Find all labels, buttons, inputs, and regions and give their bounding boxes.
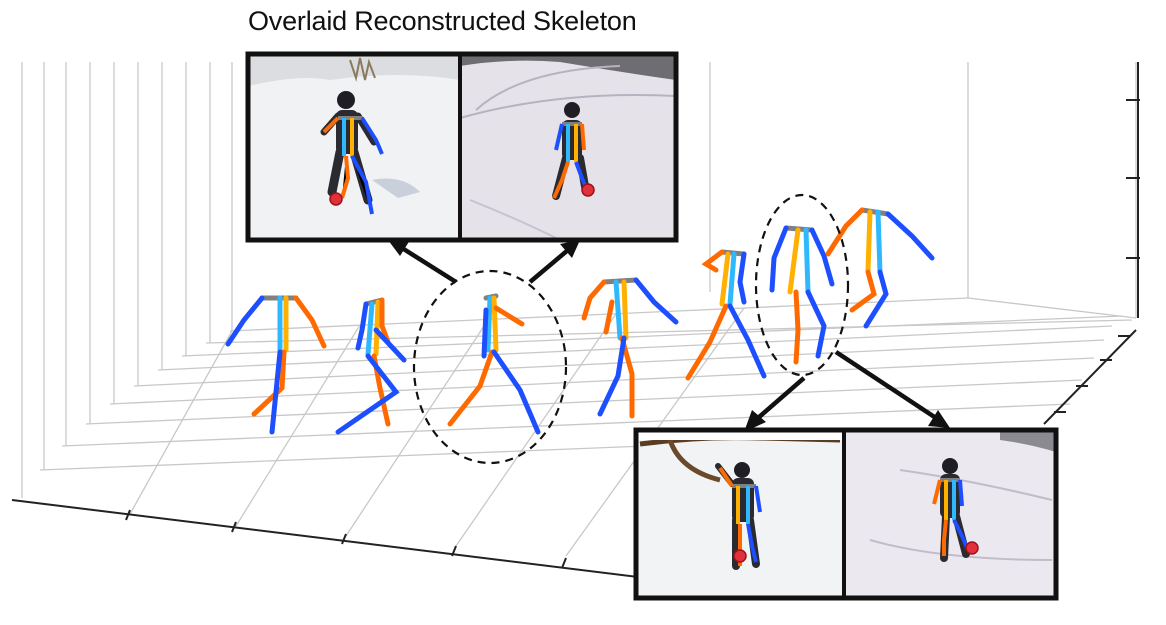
skeleton-pose-3	[447, 293, 541, 435]
arrow-icon	[400, 246, 458, 284]
skeleton-pose-2	[335, 297, 407, 435]
skeleton-pose-5	[685, 249, 767, 381]
arrow-icon	[834, 350, 938, 420]
skeleton-pose-1	[225, 295, 327, 435]
photo-panel-bottom-left	[636, 430, 844, 598]
grid-line	[181, 315, 1123, 357]
grid-line	[129, 330, 233, 515]
pointer-arrows	[388, 240, 950, 432]
foot-contact-marker-icon	[965, 541, 979, 555]
grid-line	[345, 319, 489, 537]
tick	[231, 521, 237, 533]
dashed-ellipse-icon	[412, 269, 568, 465]
tick	[125, 509, 131, 521]
photo-panel-top-left	[248, 54, 460, 240]
arrow-icon	[528, 248, 570, 284]
dashed-ellipse-icon	[754, 193, 850, 377]
grid-line	[229, 297, 969, 332]
foot-contact-marker-icon	[733, 549, 747, 563]
tick	[451, 545, 457, 557]
tick	[561, 557, 567, 569]
skeleton-pose-4	[581, 277, 679, 419]
foot-contact-marker-icon	[581, 183, 595, 197]
grid-line	[967, 297, 1137, 319]
photo-panel-top-right	[459, 54, 677, 241]
arrow-icon	[756, 376, 806, 420]
figure-caption: Overlaid Reconstructed Skeleton	[248, 6, 637, 36]
foot-contact-marker-icon	[329, 192, 343, 206]
photo-panel-bottom-right	[844, 430, 1056, 598]
grid-line	[85, 379, 1083, 425]
tick	[341, 533, 347, 545]
depth-axis	[1043, 329, 1137, 425]
top-photo-panels	[245, 51, 679, 243]
skeleton-pose-6	[769, 225, 835, 365]
skeleton-sequence	[225, 207, 935, 435]
grid-line	[61, 403, 1071, 447]
grid-line	[157, 325, 1113, 371]
grid-line	[235, 324, 361, 527]
highlight-ellipses	[412, 193, 850, 465]
skeleton-pose-7	[825, 207, 935, 329]
bottom-photo-panels	[633, 427, 1059, 601]
